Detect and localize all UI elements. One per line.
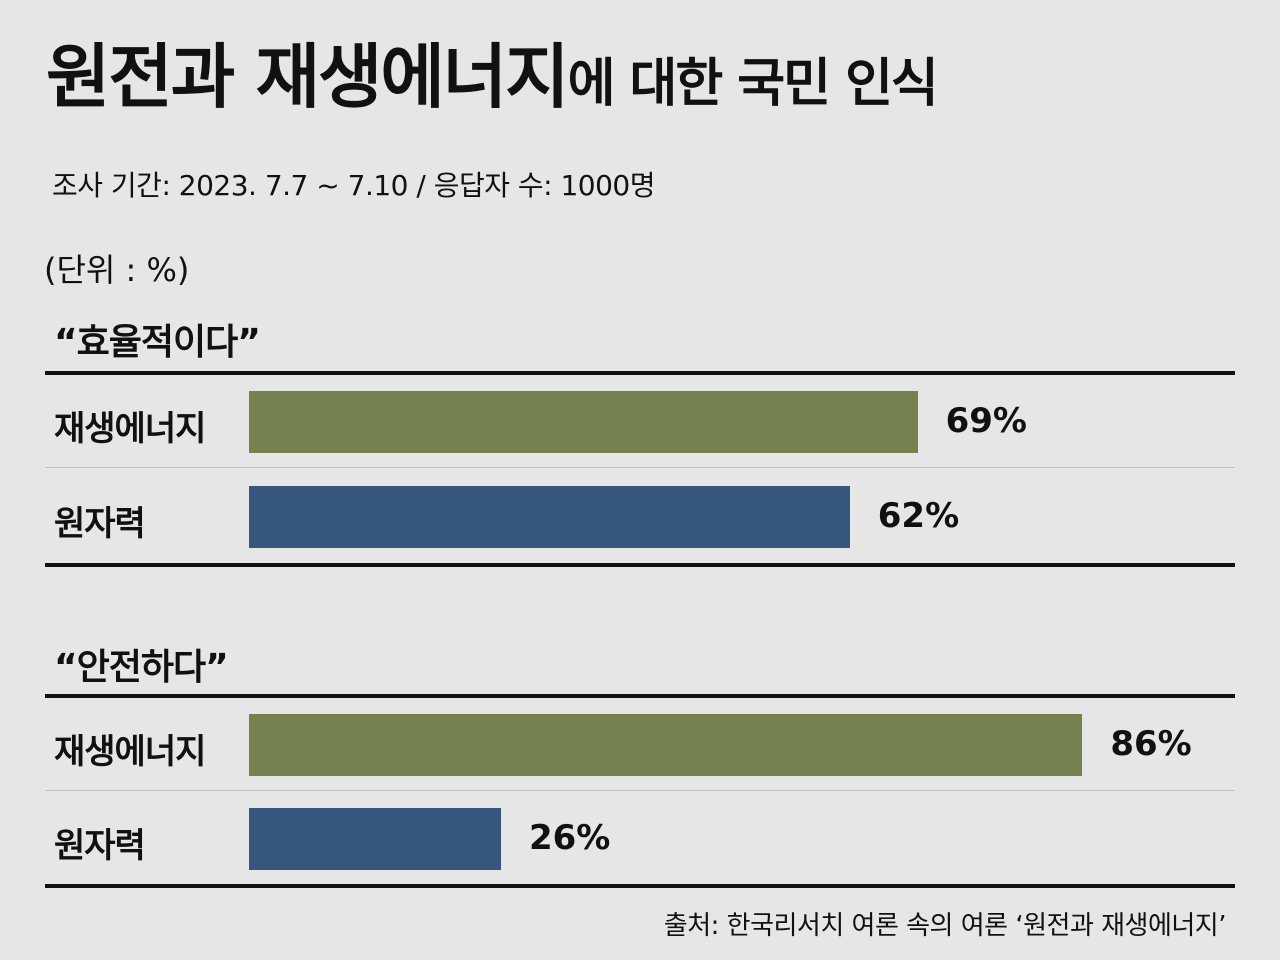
page-title-rest: 에 대한 국민 인식	[567, 54, 939, 114]
bar-safe-nuclear	[249, 808, 501, 870]
bar-efficient-renewable	[249, 391, 918, 453]
bar-efficient-nuclear	[249, 486, 850, 548]
section-bottom-rule	[45, 563, 1235, 567]
row-divider	[45, 790, 1235, 791]
row-label-nuclear: 원자력	[54, 504, 146, 544]
value-efficient-renewable: 69%	[945, 401, 1027, 441]
section-top-rule	[45, 371, 1235, 375]
section-title-safe: “안전하다”	[54, 647, 229, 688]
unit-label: (단위 : %)	[44, 251, 190, 289]
bar-safe-renewable	[249, 714, 1083, 776]
section-bottom-rule	[45, 884, 1235, 888]
page-title-main: 원전과 재생에너지	[46, 36, 570, 118]
section-title-efficient: “효율적이다”	[54, 322, 261, 363]
row-divider	[45, 467, 1235, 468]
survey-info: 조사 기간: 2023. 7.7 ~ 7.10 / 응답자 수: 1000명	[52, 169, 656, 202]
value-efficient-nuclear: 62%	[877, 496, 960, 536]
row-label-renewable: 재생에너지	[54, 409, 206, 449]
section-top-rule	[45, 694, 1235, 698]
value-safe-renewable: 86%	[1110, 724, 1192, 764]
page-title: 원전과 재생에너지에 대한 국민 인식	[46, 42, 939, 114]
value-safe-nuclear: 26%	[528, 818, 611, 858]
row-label-nuclear: 원자력	[54, 826, 146, 866]
row-label-renewable: 재생에너지	[54, 732, 206, 772]
source-note: 출처: 한국리서치 여론 속의 여론 ‘원전과 재생에너지’	[663, 911, 1227, 941]
